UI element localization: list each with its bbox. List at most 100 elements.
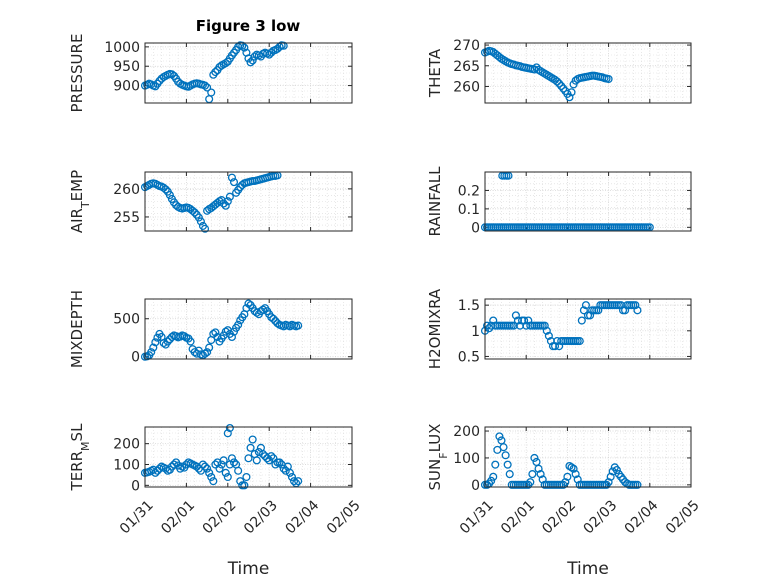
data-point (194, 213, 203, 222)
axes-frame (144, 171, 353, 232)
data-point (165, 190, 174, 200)
x-tick-label: 02/04 (282, 497, 322, 537)
data-point (594, 306, 603, 315)
data-point (219, 456, 228, 465)
data-point (540, 321, 549, 330)
data-point (567, 463, 576, 472)
data-point (524, 316, 533, 325)
series-mixdepth (140, 299, 303, 361)
data-point (153, 466, 162, 475)
data-point (279, 464, 288, 473)
y-axis-label: PRESSURE (68, 34, 86, 113)
data-point (577, 316, 586, 325)
data-point (612, 465, 621, 475)
data-point (205, 343, 214, 352)
y-tick-label: 260 (113, 182, 140, 198)
subplot-mixdepth: 0 500 MIXDEPTH (68, 290, 353, 368)
data-point (221, 201, 230, 210)
data-point (621, 306, 630, 315)
data-point (223, 429, 232, 438)
x-tick-label: 02/02 (539, 497, 579, 537)
data-point (279, 41, 288, 50)
data-point (501, 451, 510, 460)
series-h2omixra (480, 301, 642, 351)
data-point (244, 299, 253, 308)
data-point (242, 472, 251, 482)
x-tick-label: 02/03 (580, 497, 620, 537)
data-point (586, 311, 595, 320)
data-point (569, 464, 578, 473)
data-point (555, 79, 564, 88)
data-point (565, 461, 574, 471)
data-point (285, 468, 294, 477)
axes-frame (144, 42, 353, 104)
data-point (163, 337, 172, 346)
y-axis-label: RAINFALL (426, 166, 444, 237)
data-point (200, 349, 210, 358)
data-point (223, 472, 232, 482)
y-tick-label: 255 (113, 210, 140, 226)
data-point (234, 320, 243, 329)
data-point (633, 306, 642, 315)
data-point (149, 343, 158, 352)
data-point (567, 88, 576, 97)
data-point (198, 460, 208, 469)
data-point (205, 468, 214, 477)
axes-frame (144, 426, 353, 488)
data-point (534, 464, 543, 473)
data-point (499, 443, 508, 452)
subplot-air_temp: 255 260 AIRTEMP (68, 170, 353, 233)
data-point (227, 454, 236, 463)
data-point (275, 458, 284, 467)
data-point (281, 466, 290, 475)
data-point (248, 435, 257, 444)
data-point (207, 88, 216, 97)
axes-frame (484, 42, 692, 104)
data-point (631, 301, 640, 310)
data-point (159, 339, 168, 348)
x-tick-label: 02/03 (241, 497, 281, 537)
subplot-h2omixra: 0.5 1 1.5 H2OMIXRA (426, 288, 692, 369)
data-point (248, 56, 257, 65)
y-tick-label: 0 (131, 478, 140, 494)
y-tick-label: 0.2 (458, 183, 480, 199)
data-point (530, 453, 539, 462)
x-tick-label: 02/02 (200, 497, 240, 537)
data-point (287, 472, 297, 482)
data-point (167, 70, 176, 79)
data-point (565, 93, 574, 102)
data-point (169, 460, 179, 469)
x-tick-label: 01/31 (457, 497, 497, 537)
data-point (240, 481, 249, 490)
data-point (544, 331, 553, 340)
data-point (579, 306, 588, 315)
x-axis-label: Time (566, 559, 609, 579)
data-point (211, 328, 220, 337)
data-point (227, 332, 236, 342)
data-point (503, 460, 512, 469)
data-point (196, 217, 205, 226)
x-tick-label: 02/05 (663, 497, 703, 537)
subplot-theta: 260 265 270 THETA (426, 38, 692, 104)
data-point (495, 432, 504, 441)
plot-area (145, 43, 352, 103)
y-tick-label: 270 (453, 38, 480, 54)
y-axis-label: TERRMSL (68, 423, 92, 492)
y-axis-label: SUNFLUX (426, 424, 450, 491)
data-point (550, 342, 560, 351)
data-point (190, 208, 199, 217)
data-point (211, 67, 220, 77)
x-tick-label: 02/04 (622, 497, 662, 537)
y-tick-label: 950 (113, 59, 140, 75)
data-point (246, 443, 255, 452)
data-point (234, 466, 243, 475)
data-point (225, 192, 234, 201)
data-point (258, 450, 268, 459)
data-point (604, 478, 613, 487)
data-point (240, 43, 249, 52)
data-point (483, 480, 492, 489)
data-point (553, 77, 562, 86)
data-point (487, 476, 496, 485)
data-point (223, 197, 232, 206)
